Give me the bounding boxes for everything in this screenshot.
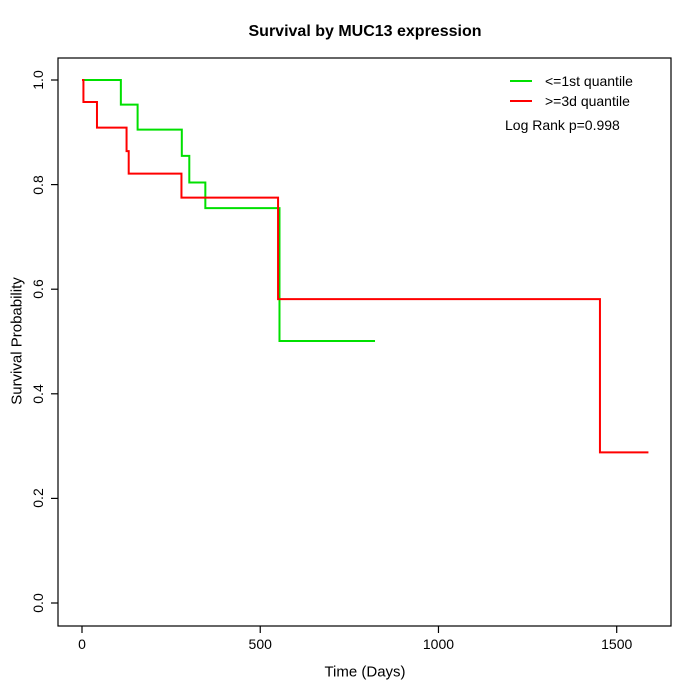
chart-title: Survival by MUC13 expression <box>248 23 482 40</box>
plot-box <box>57 57 672 627</box>
survival-curve-third-quantile <box>82 79 649 454</box>
x-tick-label-500: 500 <box>248 636 272 652</box>
x-tick-label-1000: 1000 <box>422 636 455 652</box>
y-tick-label-0.0: 0.0 <box>30 593 46 613</box>
legend-label-third-quantile: >=3d quantile <box>545 93 630 109</box>
x-axis-title: Time (Days) <box>324 663 406 681</box>
y-axis-title: Survival Probability <box>8 277 26 405</box>
survival-curve-first-quantile <box>82 79 376 342</box>
y-tick-label-0.4: 0.4 <box>30 384 46 404</box>
y-tick-label-0.2: 0.2 <box>30 488 46 509</box>
y-tick-label-0.6: 0.6 <box>30 279 46 299</box>
y-tick-label-0.8: 0.8 <box>30 174 46 195</box>
y-tick-label-1.0: 1.0 <box>30 70 46 90</box>
x-tick-label-1500: 1500 <box>601 636 633 652</box>
legend-label-first-quantile: <=1st quantile <box>545 73 633 89</box>
x-tick-label-0: 0 <box>78 636 86 652</box>
logrank-pvalue-text: Log Rank p=0.998 <box>505 117 620 133</box>
